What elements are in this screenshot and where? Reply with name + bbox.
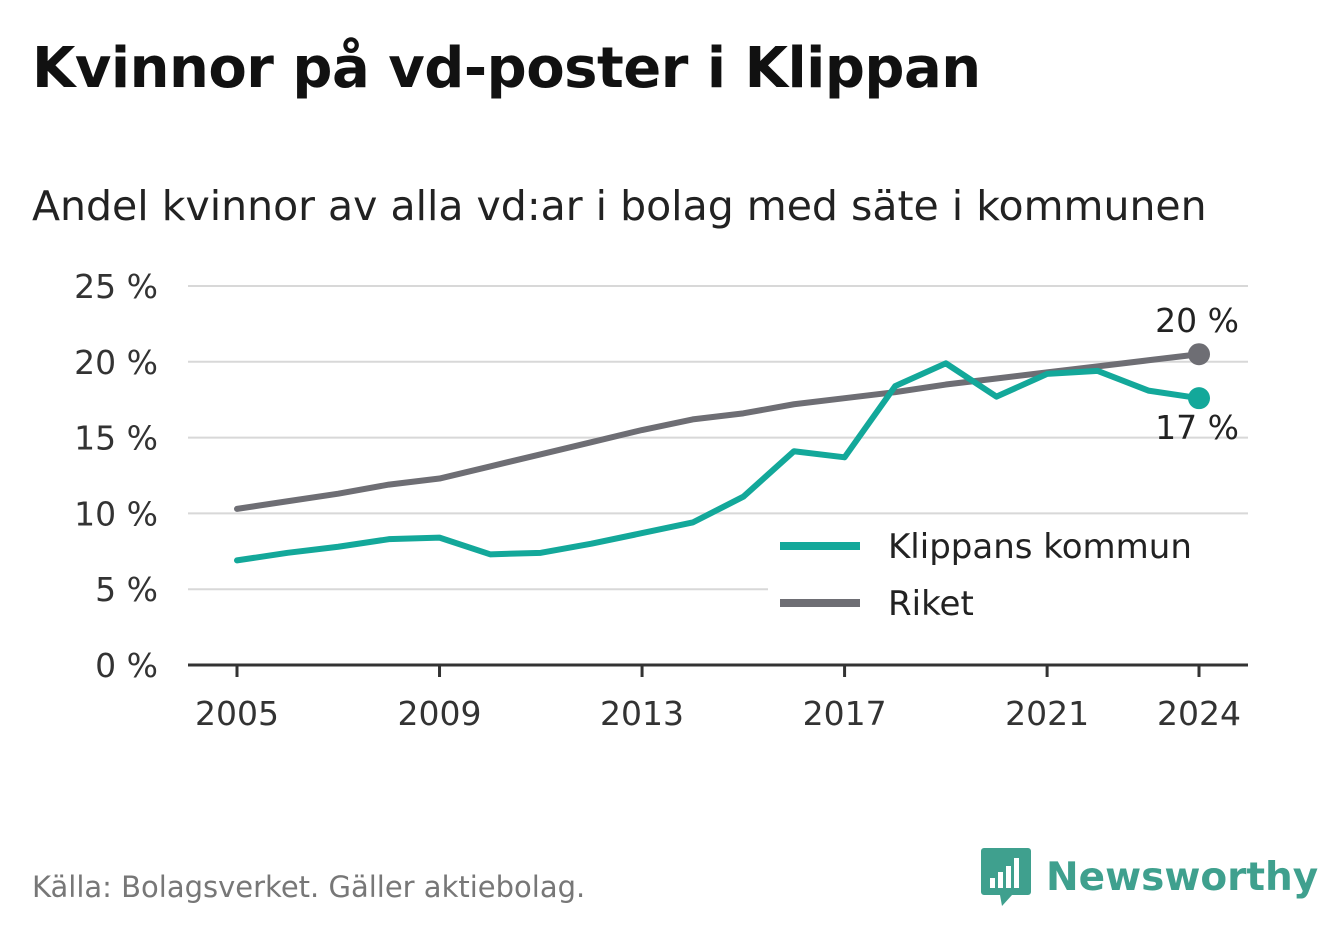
x-tick-label: 2013 xyxy=(600,694,684,733)
y-tick-label: 20 % xyxy=(74,343,158,382)
y-tick-label: 25 % xyxy=(74,267,158,306)
series-line-riket xyxy=(234,351,1202,512)
x-tick-label: 2024 xyxy=(1157,694,1241,733)
y-axis-ticks: 0 % 5 % 10 % 15 % 20 % 25 % xyxy=(74,267,158,685)
chart-title: Kvinnor på vd-poster i Klippan xyxy=(32,36,981,101)
x-axis-ticks: 2005 2009 2013 2017 2021 2024 xyxy=(195,665,1241,733)
legend-label-klippan: Klippans kommun xyxy=(888,527,1192,567)
y-tick-label: 0 % xyxy=(95,646,158,685)
y-tick-label: 15 % xyxy=(74,419,158,458)
y-tick-label: 5 % xyxy=(95,570,158,609)
x-tick-label: 2021 xyxy=(1005,694,1089,733)
end-label-riket: 20 % xyxy=(1155,301,1239,340)
end-marker-riket xyxy=(1188,343,1210,366)
legend-label-riket: Riket xyxy=(888,584,974,624)
end-label-klippan: 17 % xyxy=(1155,408,1239,447)
legend-background xyxy=(768,515,1248,635)
legend: Klippans kommun Riket xyxy=(768,515,1248,635)
chart-subtitle: Andel kvinnor av alla vd:ar i bolag med … xyxy=(32,182,1207,230)
series-line-klippan xyxy=(234,360,1202,564)
newsworthy-icon xyxy=(981,848,1031,906)
end-marker-klippan xyxy=(1188,387,1210,410)
y-tick-label: 10 % xyxy=(74,494,158,533)
x-tick-label: 2009 xyxy=(398,694,482,733)
series-lines xyxy=(234,351,1202,564)
end-markers: 17 % 20 % xyxy=(1155,301,1239,447)
gridlines xyxy=(188,285,1248,591)
brand-logo[interactable]: Newsworthy xyxy=(980,846,1318,908)
source-note: Källa: Bolagsverket. Gäller aktiebolag. xyxy=(32,870,586,904)
x-tick-label: 2005 xyxy=(195,694,279,733)
x-tick-label: 2017 xyxy=(803,694,887,733)
brand-name: Newsworthy xyxy=(1046,854,1319,900)
